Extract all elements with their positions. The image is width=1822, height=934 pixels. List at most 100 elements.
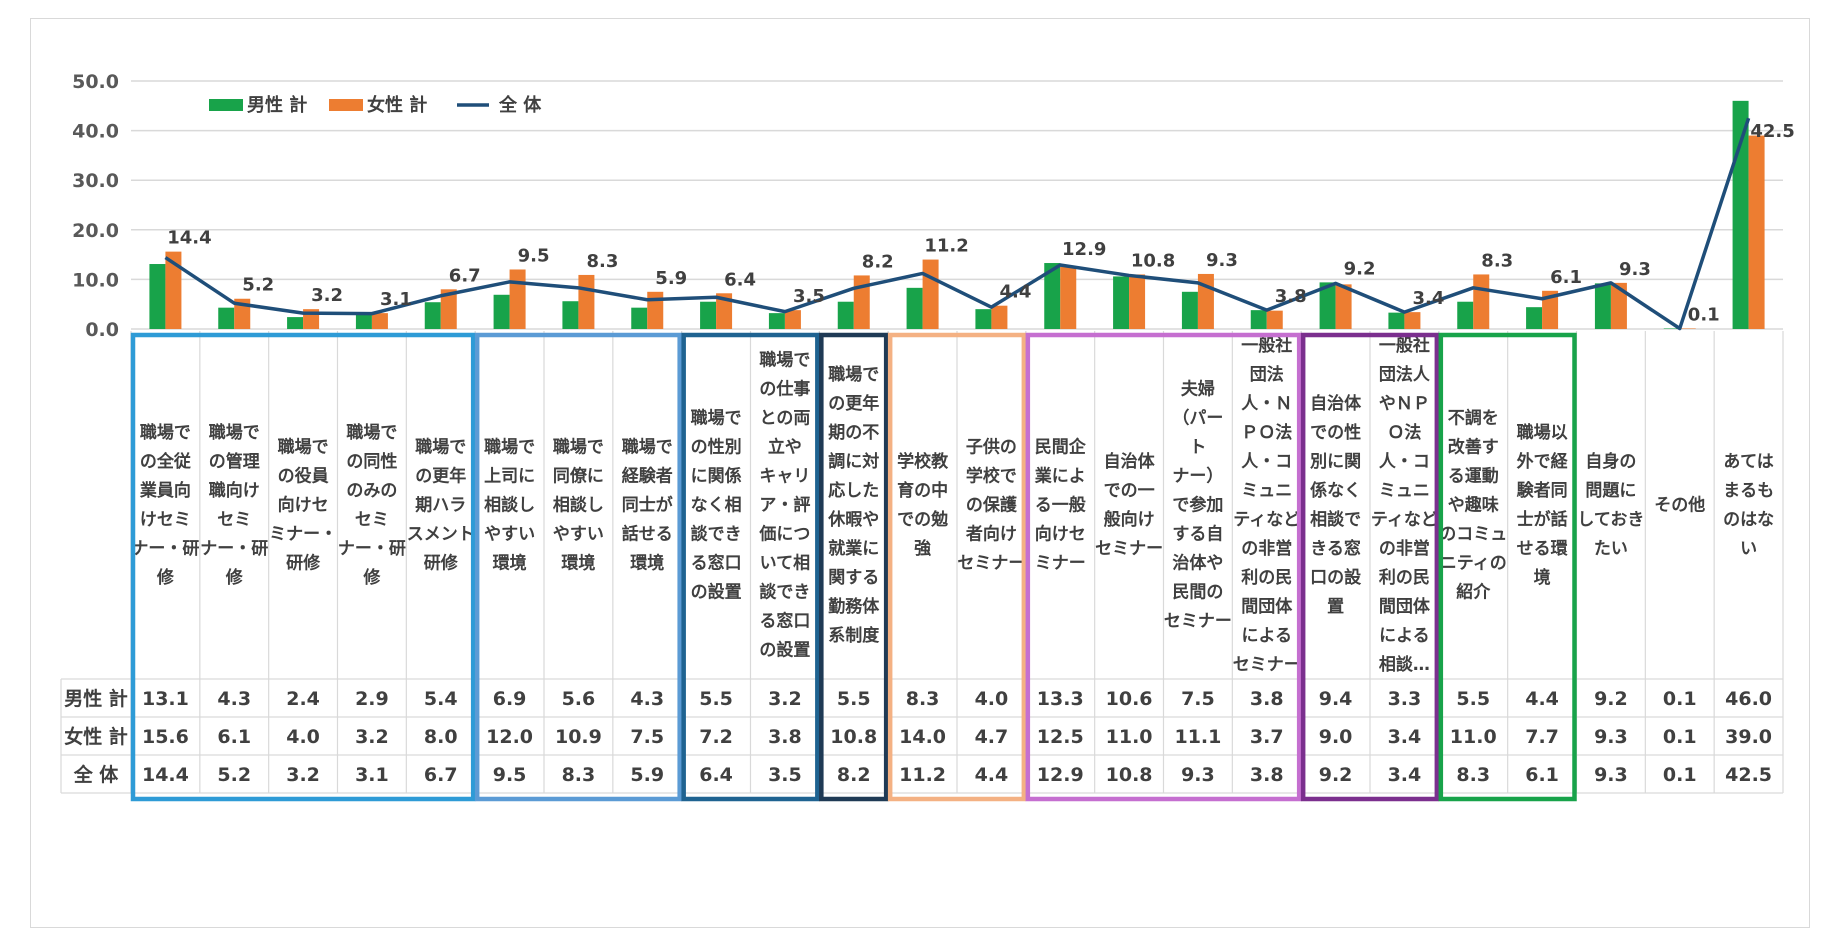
bar-male [631,307,648,329]
table-cell: 39.0 [1725,726,1772,748]
data-label-total: 6.7 [449,265,481,286]
data-label-total: 3.8 [1275,286,1307,307]
bar-female [853,275,870,329]
bar-female [578,274,595,329]
group-outline [1438,332,1577,802]
bar-female [1542,290,1559,329]
table-cell: 9.4 [1319,688,1353,710]
table-cell: 10.6 [1106,688,1153,710]
legend-label-male: 男性 計 [247,94,307,116]
bar-female [165,251,182,329]
y-tick-label: 20.0 [72,220,119,242]
table-cell: 4.4 [1525,688,1559,710]
line-total [164,117,1751,331]
group-outline [819,332,889,802]
bar-male [906,287,923,329]
bar-female [1266,310,1283,329]
category-label: その他 [1654,495,1705,516]
bar-female [509,269,526,329]
bar-male [424,302,441,329]
table-cell: 6.1 [1525,764,1559,786]
table-cell: 2.4 [286,688,320,710]
bar-female [1748,135,1765,329]
table-cell: 8.3 [562,764,596,786]
table-cell: 13.1 [142,688,189,710]
group-outline [1300,332,1440,802]
data-label-total: 12.9 [1062,239,1106,260]
y-tick-label: 50.0 [72,71,119,93]
bar-male [1663,328,1680,330]
category-label: 職場で上司に相談しやすい環境 [484,437,535,574]
table-row-header: 女性 計 [64,725,128,748]
bar-male [1594,283,1611,329]
bar-male [149,264,166,329]
table-cell: 46.0 [1725,688,1772,710]
bar-male [355,314,372,329]
table-row-header: 全 体 [73,763,120,786]
data-label-total: 3.4 [1412,288,1444,309]
data-label-total: 6.4 [724,269,756,290]
bar-female [1060,267,1077,329]
table-cell: 3.8 [1250,688,1284,710]
category-label: 子供の学校での保護者向けセミナー [957,437,1025,574]
category-label: 職場での役員向けセミナー・研修 [269,437,337,574]
table-cell: 14.4 [142,764,189,786]
table-cell: 13.3 [1037,688,1084,710]
table-cell: 3.1 [355,764,389,786]
data-label-total: 6.1 [1550,267,1582,288]
table-cell: 15.6 [142,726,189,748]
category-label: 自治体での性別に関係なく相談できる窓口の設置 [1309,393,1362,617]
table-cell: 14.0 [899,726,946,748]
category-label: 一般社団法人やＮＰＯ法人・コミュニティなどの非営利の民間団体による相談… [1371,335,1438,675]
category-label: 自身の問題にしておきたい [1577,451,1644,559]
legend-swatch-male [209,99,243,111]
category-label: 夫婦（パートナー）で参加する自治体や民間のセミナー [1164,379,1232,632]
bar-female [1335,284,1352,329]
table-cell: 4.3 [630,688,664,710]
table-cell: 0.1 [1663,764,1697,786]
table-cell: 4.7 [975,726,1009,748]
table-cell: 12.9 [1037,764,1084,786]
table-cell: 8.2 [837,764,871,786]
category-label: あてはまるものはない [1723,452,1774,559]
table-cell: 8.0 [424,726,458,748]
table-cell: 4.0 [286,726,320,748]
data-label-total: 4.4 [999,282,1031,303]
table-cell: 8.3 [1456,764,1490,786]
bar-male [1319,282,1336,329]
table-cell: 11.1 [1174,726,1221,748]
table-cell: 9.3 [1181,764,1215,786]
table-cell: 4.0 [975,688,1009,710]
table-cell: 8.3 [906,688,940,710]
category-label: 職場で同僚に相談しやすい環境 [553,437,604,574]
bar-male [1181,291,1198,329]
table-cell: 9.3 [1594,726,1628,748]
bar-male [1113,276,1130,329]
table-cell: 5.6 [562,688,596,710]
table-cell: 9.5 [493,764,527,786]
category-label: 職場での管理職向けセミナー・研修 [200,422,268,588]
table-cell: 12.0 [486,726,533,748]
legend-label-total: 全 体 [498,94,542,116]
table-cell: 3.5 [768,764,802,786]
data-label-total: 8.2 [862,251,894,272]
category-label: 不調を改善する運動や趣味のコミュニティの紹介 [1439,408,1507,603]
group-outline [1025,332,1302,802]
bar-female [716,293,733,329]
bar-female [1404,312,1421,329]
bar-female [371,313,388,329]
group-outline [887,332,1027,802]
data-label-total: 5.9 [655,268,687,289]
data-label-total: 3.5 [793,286,825,307]
category-label: 自治体での一般向けセミナー [1095,451,1163,559]
table-cell: 9.2 [1319,764,1353,786]
table-cell: 12.5 [1037,726,1084,748]
table-cell: 3.3 [1388,688,1422,710]
bar-male [768,313,785,329]
bar-female [1129,274,1146,329]
bar-male [493,294,510,329]
table-cell: 5.9 [630,764,664,786]
table-cell: 3.4 [1388,764,1422,786]
table-cell: 7.2 [699,726,733,748]
category-label: 職場以外で経験者同士が話せる環境 [1517,422,1569,588]
